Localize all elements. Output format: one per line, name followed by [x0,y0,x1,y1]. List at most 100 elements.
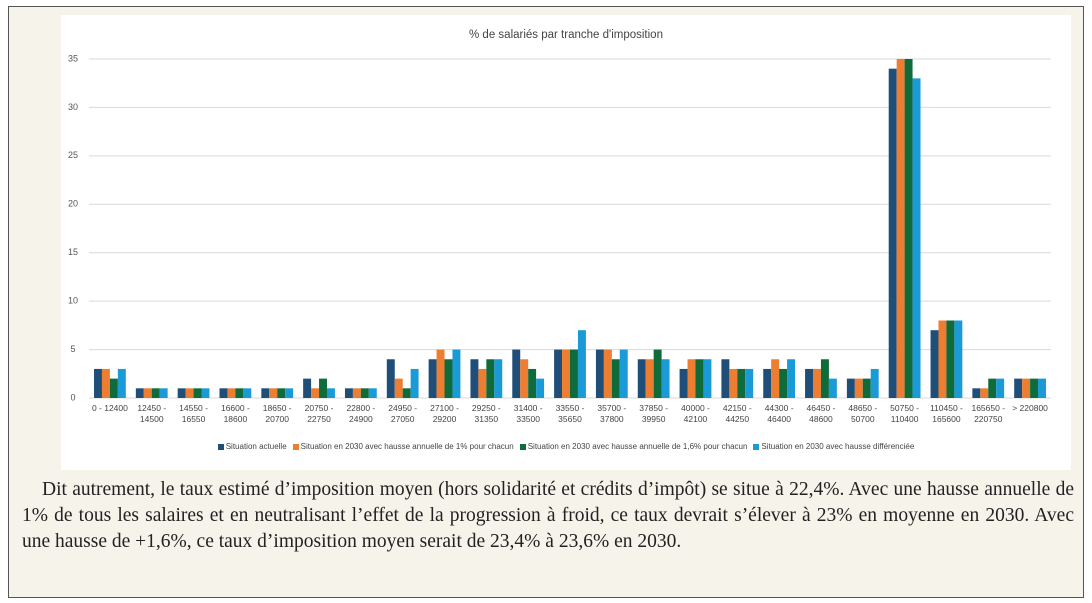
x-tick-label: 165650 - 220750 [971,403,1006,424]
bar [813,368,821,398]
bar [219,388,228,398]
bar [269,388,278,398]
legend-item: Situation en 2030 avec hausse annuelle d… [519,442,748,451]
bar [703,359,712,398]
bar [151,388,160,398]
bar [679,368,688,398]
bar [402,388,411,398]
bar [619,349,628,398]
bar [303,378,312,398]
bar [954,320,963,398]
bar [352,388,361,398]
y-tick-label: 20 [68,199,78,209]
bar [779,368,788,398]
bar [478,368,487,398]
bar [763,368,772,398]
bar [1038,378,1046,398]
bar [721,359,730,398]
legend-swatch [753,443,760,450]
bar [326,388,335,398]
bar [888,68,897,398]
x-tick-label: > 220800 [1012,403,1048,413]
bar [805,368,814,398]
x-tick-label: 0 - 12400 [91,403,128,413]
legend: Situation actuelle Situation en 2030 avec… [61,442,1071,451]
chart-panel: % de salariés par tranche d'imposition 0… [61,15,1071,470]
bar [554,349,563,398]
bar [787,359,796,398]
x-tick-label: 37850 - 39950 [639,403,669,424]
bar [193,388,202,398]
bar [645,359,654,398]
paragraph: Dit autrement, le taux estimé d’impositi… [22,479,1074,552]
x-tick-label: 44300 - 46400 [764,403,794,424]
bar [235,388,244,398]
bar [277,388,286,398]
bar [854,378,863,398]
bar [319,378,327,398]
bar [577,330,586,398]
x-tick-label: 110450 - 165600 [929,403,963,424]
bar [745,368,754,398]
y-tick-label: 0 [70,392,75,402]
x-tick-label: 42150 - 44250 [722,403,752,424]
chart-title: % de salariés par tranche d'imposition [469,29,663,41]
bar [117,368,126,398]
legend-label: Situation en 2030 avec hausse annuelle d… [300,442,514,451]
bar [1030,378,1039,398]
x-tick-label: 14550 - 16550 [179,403,208,424]
bar [528,368,537,398]
bar [562,349,570,398]
y-tick-label: 35 [68,53,78,63]
bar [1022,378,1031,398]
bar [285,388,294,398]
bar [410,368,419,398]
legend-swatch [519,443,526,450]
bar [243,388,252,398]
bar [201,388,210,398]
bar [520,359,529,398]
bar [344,388,353,398]
x-tick-label: 31400 - 33500 [513,403,543,424]
x-tick-label: 50750 - 110400 [890,403,920,424]
bar [311,388,320,398]
x-tick-label: 40000 - 42100 [681,403,710,424]
bar [972,388,981,398]
x-tick-label: 29250 - 31350 [471,403,501,424]
bar [470,359,479,398]
bar [436,349,445,398]
bar [143,388,152,398]
x-tick-label: 27100 - 29200 [430,403,459,424]
legend-item: Situation actuelle [217,442,287,451]
bar [938,320,947,398]
bar [570,349,578,398]
bar [94,368,102,398]
bar [637,359,646,398]
bar [603,349,612,398]
x-tick-label: 35700 - 37800 [597,403,627,424]
y-tick-label: 10 [68,296,78,306]
bar [185,388,194,398]
bar [729,368,738,398]
bar [930,330,939,398]
bar [1014,378,1023,398]
bar [661,359,670,398]
legend-item: Situation en 2030 avec hausse annuelle d… [292,442,514,451]
bar [360,388,369,398]
legend-label: Situation en 2030 avec hausse annuelle d… [527,442,748,451]
x-tick-label: 48650 - 50700 [848,403,878,424]
legend-label: Situation en 2030 avec hausse différenci… [761,442,915,451]
y-tick-label: 5 [70,344,75,354]
x-tick-label: 22800 - 24900 [346,403,376,424]
y-tick-label: 25 [68,150,78,160]
bar [101,368,110,398]
bar [452,349,461,398]
y-tick-label: 30 [68,102,78,112]
x-tick-label: 46450 - 48600 [806,403,836,424]
bar [428,359,437,398]
bar [611,359,620,398]
x-tick-label: 18650 - 20700 [262,403,292,424]
legend-item: Situation en 2030 avec hausse différenci… [753,442,914,451]
bar [444,359,453,398]
bar [159,388,168,398]
